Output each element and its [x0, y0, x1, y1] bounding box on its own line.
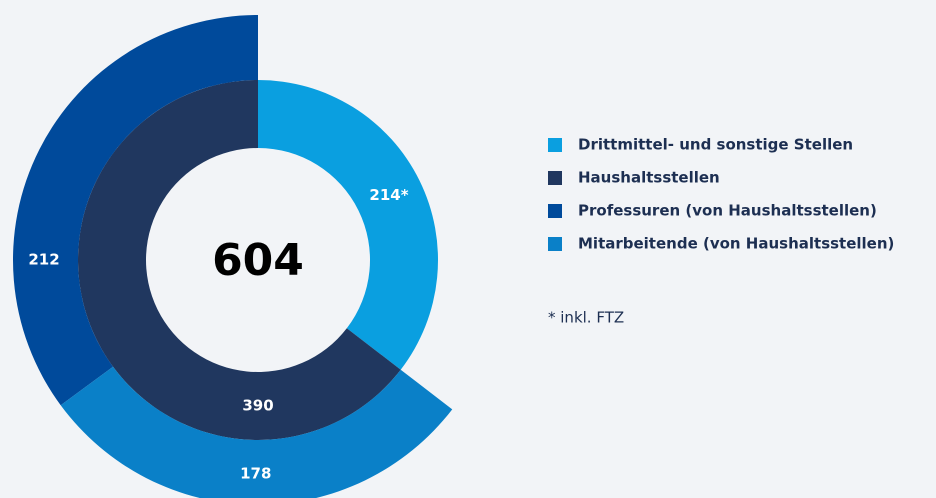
- value-label: 212: [28, 251, 59, 269]
- ring-segment: [60, 366, 453, 498]
- value-label: 390: [242, 397, 273, 415]
- value-label: 214*: [369, 186, 408, 204]
- legend-label: Mitarbeitende (von Haushaltsstellen): [578, 235, 894, 253]
- value-label: 178: [240, 464, 271, 482]
- ring-segment: [13, 14, 258, 406]
- legend-swatch: [548, 171, 562, 185]
- footnote: * inkl. FTZ: [548, 309, 624, 327]
- legend-label: Haushaltsstellen: [578, 169, 720, 187]
- legend-label: Drittmittel- und sonstige Stellen: [578, 136, 853, 154]
- legend-swatch: [548, 138, 562, 152]
- ring-segment: [258, 80, 438, 370]
- legend-label: Professuren (von Haushaltsstellen): [578, 202, 877, 220]
- legend-swatch: [548, 237, 562, 251]
- ring-segment: [77, 80, 401, 441]
- center-total: 604: [212, 235, 304, 286]
- legend-swatch: [548, 204, 562, 218]
